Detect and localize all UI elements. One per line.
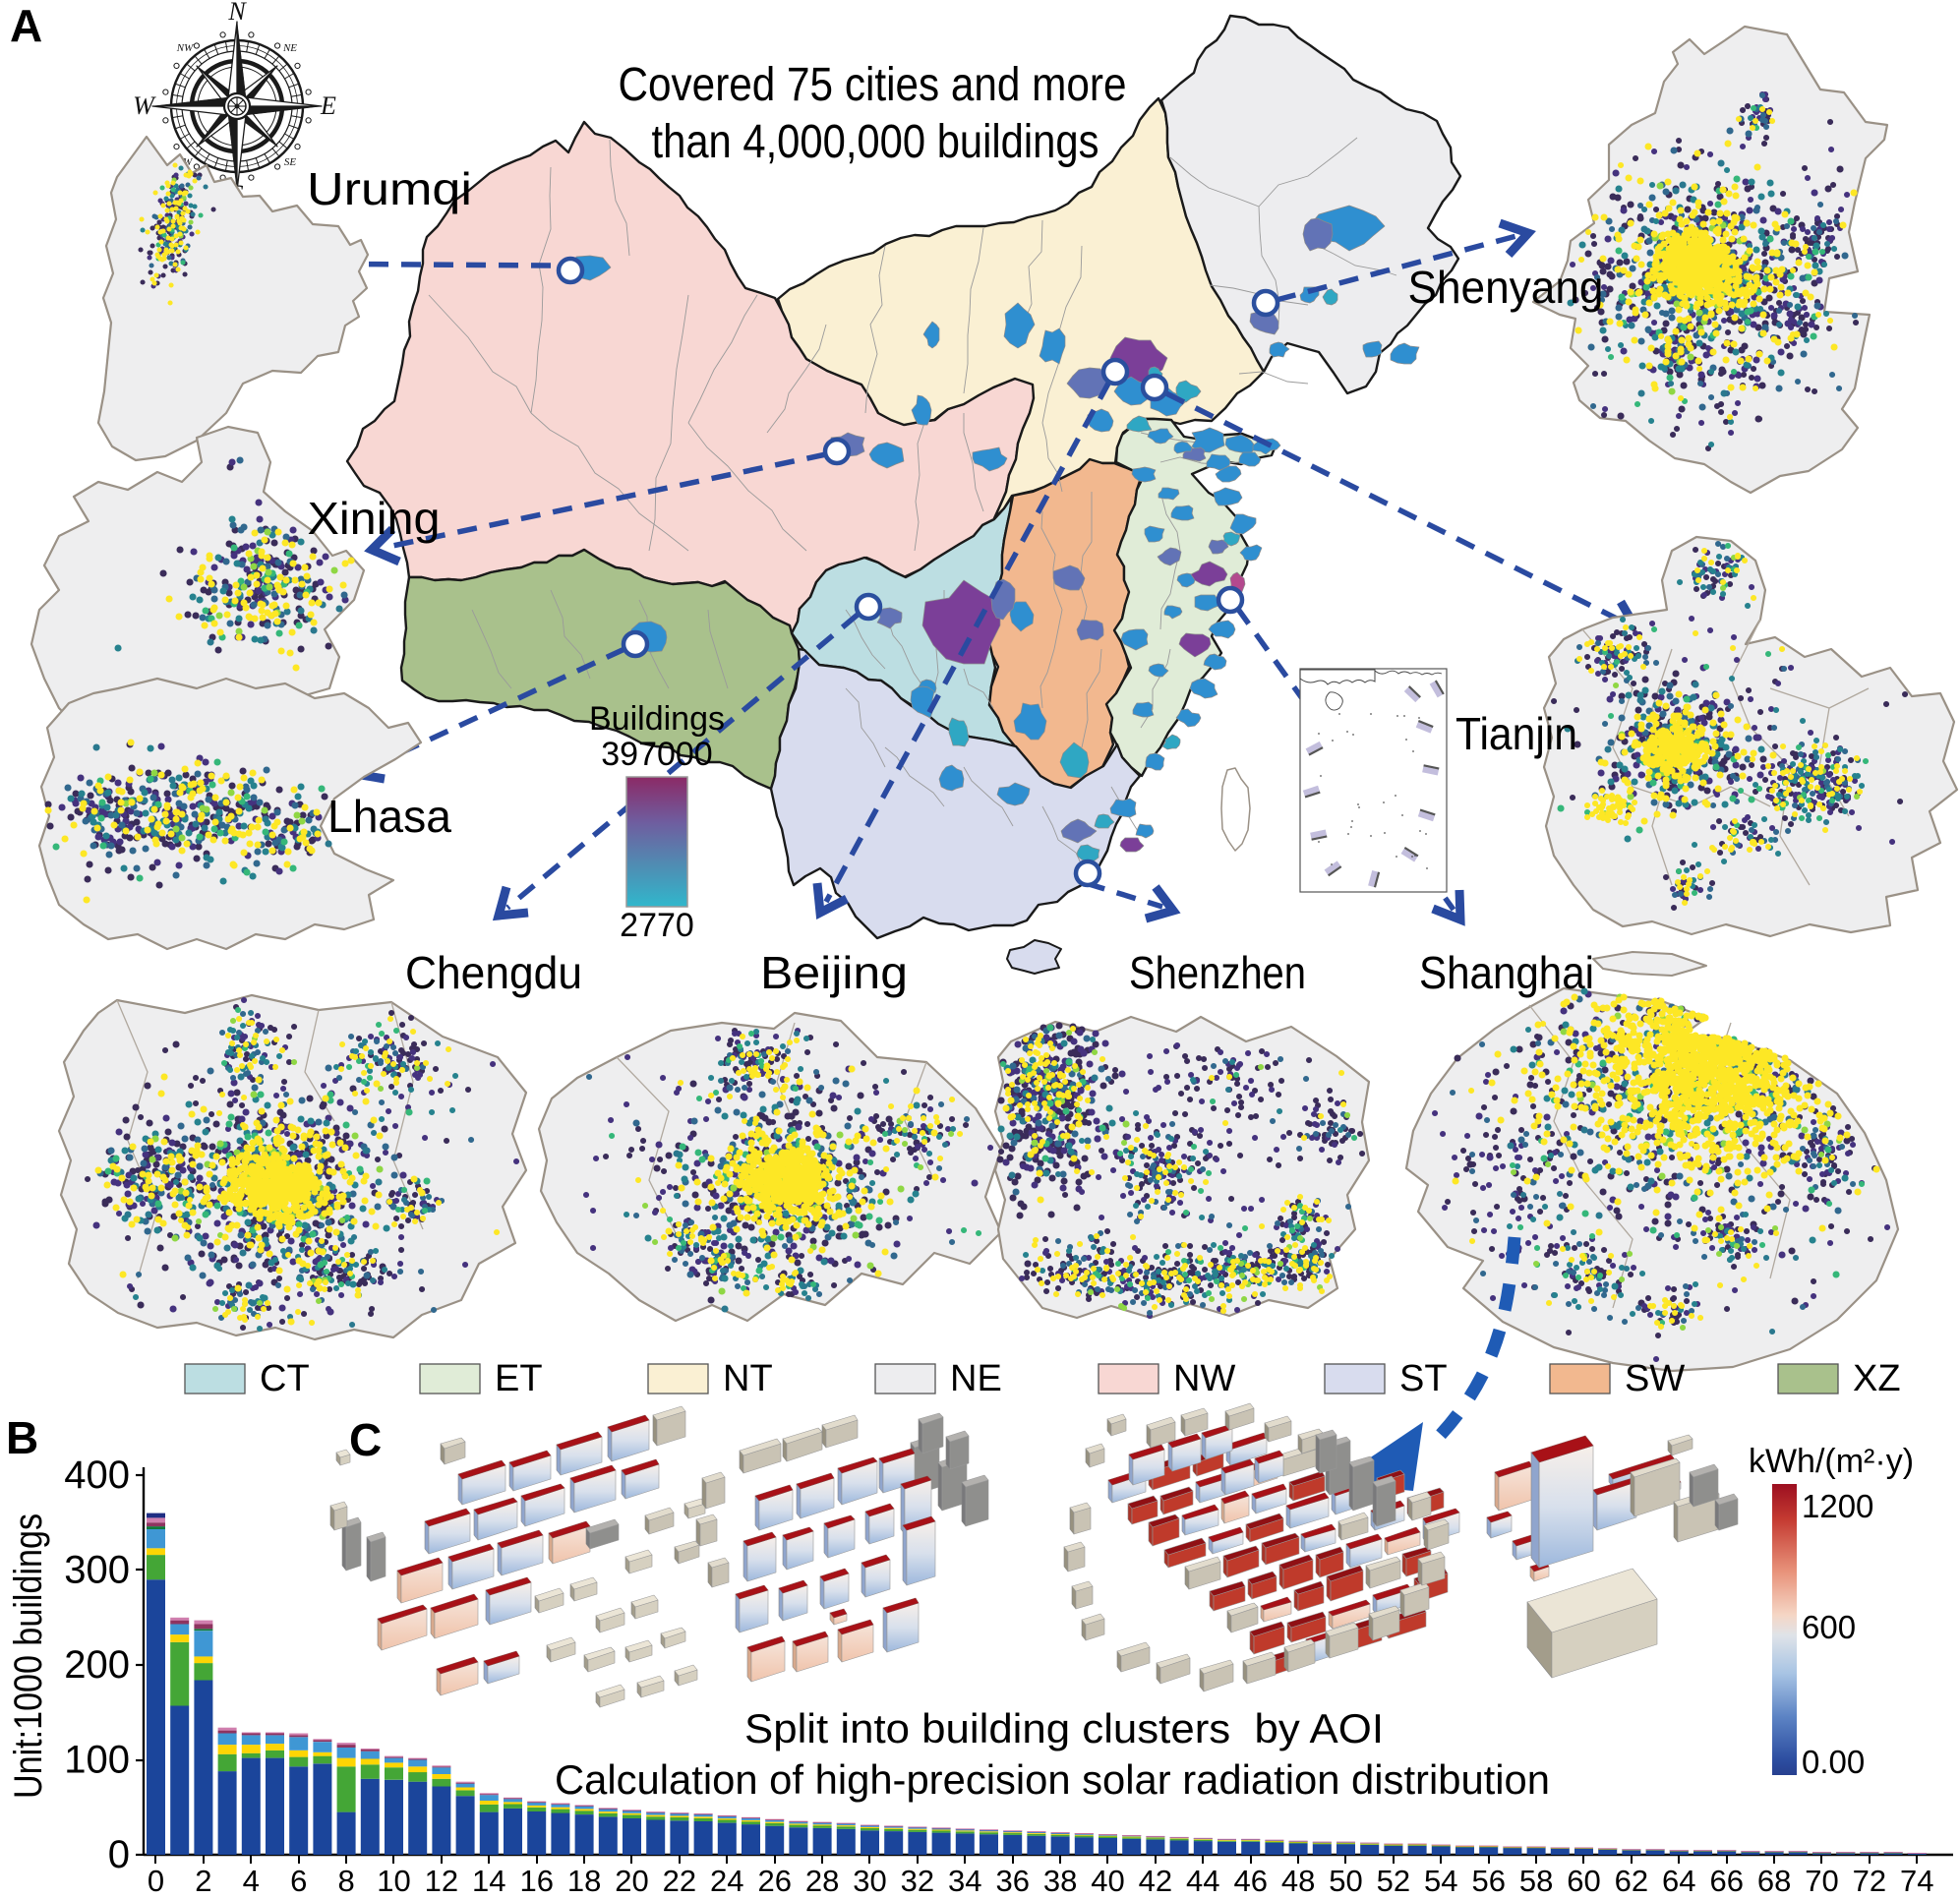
svg-text:40: 40 bbox=[1091, 1864, 1124, 1898]
svg-text:28: 28 bbox=[805, 1864, 839, 1898]
svg-text:54: 54 bbox=[1424, 1864, 1457, 1898]
svg-text:than 4,000,000 buildings: than 4,000,000 buildings bbox=[652, 116, 1099, 168]
svg-text:52: 52 bbox=[1377, 1864, 1410, 1898]
svg-text:8: 8 bbox=[337, 1864, 354, 1898]
svg-text:1200: 1200 bbox=[1802, 1488, 1873, 1524]
svg-text:397000: 397000 bbox=[601, 736, 712, 773]
svg-text:14: 14 bbox=[472, 1864, 505, 1898]
svg-text:Chengdu: Chengdu bbox=[405, 947, 582, 998]
svg-text:Urumqi: Urumqi bbox=[307, 163, 472, 214]
svg-text:Split into building clusters: Split into building clusters by AOI bbox=[744, 1705, 1384, 1751]
svg-text:200: 200 bbox=[64, 1643, 130, 1687]
svg-text:18: 18 bbox=[567, 1864, 601, 1898]
svg-text:XZ: XZ bbox=[1853, 1358, 1901, 1399]
svg-text:36: 36 bbox=[995, 1864, 1029, 1898]
svg-text:N: N bbox=[227, 0, 247, 26]
svg-text:Beijing: Beijing bbox=[760, 947, 908, 998]
svg-text:ET: ET bbox=[495, 1358, 543, 1399]
svg-text:46: 46 bbox=[1233, 1864, 1267, 1898]
svg-text:56: 56 bbox=[1471, 1864, 1505, 1898]
svg-text:32: 32 bbox=[901, 1864, 934, 1898]
svg-text:400: 400 bbox=[64, 1454, 130, 1497]
svg-text:66: 66 bbox=[1709, 1864, 1743, 1898]
svg-text:W: W bbox=[133, 91, 156, 120]
svg-text:68: 68 bbox=[1757, 1864, 1791, 1898]
svg-text:kWh/(m²·y): kWh/(m²·y) bbox=[1749, 1443, 1914, 1480]
svg-text:NE: NE bbox=[950, 1358, 1002, 1399]
svg-text:10: 10 bbox=[377, 1864, 410, 1898]
svg-text:CT: CT bbox=[260, 1358, 310, 1399]
svg-text:Lhasa: Lhasa bbox=[327, 791, 451, 842]
svg-text:44: 44 bbox=[1186, 1864, 1219, 1898]
svg-text:100: 100 bbox=[64, 1739, 130, 1782]
svg-text:74: 74 bbox=[1900, 1864, 1933, 1898]
svg-text:Covered 75 cities and more: Covered 75 cities and more bbox=[619, 59, 1127, 111]
svg-text:Xining: Xining bbox=[308, 493, 441, 544]
svg-text:60: 60 bbox=[1567, 1864, 1600, 1898]
svg-text:2: 2 bbox=[195, 1864, 211, 1898]
svg-text:6: 6 bbox=[290, 1864, 307, 1898]
svg-text:Shanghai: Shanghai bbox=[1419, 947, 1594, 998]
svg-text:NE: NE bbox=[282, 42, 297, 54]
svg-text:ST: ST bbox=[1399, 1358, 1448, 1399]
svg-text:C: C bbox=[349, 1414, 382, 1465]
svg-text:24: 24 bbox=[710, 1864, 743, 1898]
svg-text:26: 26 bbox=[757, 1864, 791, 1898]
svg-text:Unit:1000 buildings: Unit:1000 buildings bbox=[7, 1513, 50, 1799]
svg-text:600: 600 bbox=[1802, 1609, 1856, 1645]
svg-text:Shenzhen: Shenzhen bbox=[1129, 947, 1306, 998]
svg-text:30: 30 bbox=[853, 1864, 886, 1898]
svg-text:E: E bbox=[320, 91, 336, 120]
svg-text:58: 58 bbox=[1519, 1864, 1553, 1898]
svg-text:NW: NW bbox=[1173, 1358, 1235, 1399]
svg-text:62: 62 bbox=[1615, 1864, 1648, 1898]
svg-text:NW: NW bbox=[176, 42, 194, 54]
svg-text:Shenyang: Shenyang bbox=[1408, 262, 1604, 313]
svg-text:72: 72 bbox=[1853, 1864, 1886, 1898]
svg-text:Buildings: Buildings bbox=[589, 700, 725, 738]
svg-text:16: 16 bbox=[519, 1864, 553, 1898]
svg-text:48: 48 bbox=[1281, 1864, 1315, 1898]
svg-text:34: 34 bbox=[948, 1864, 981, 1898]
svg-text:50: 50 bbox=[1329, 1864, 1362, 1898]
svg-text:38: 38 bbox=[1043, 1864, 1077, 1898]
svg-text:0.00: 0.00 bbox=[1802, 1744, 1865, 1780]
svg-text:300: 300 bbox=[64, 1549, 130, 1592]
svg-text:A: A bbox=[10, 0, 42, 51]
svg-text:22: 22 bbox=[663, 1864, 696, 1898]
svg-text:4: 4 bbox=[243, 1864, 260, 1898]
svg-text:2770: 2770 bbox=[620, 907, 694, 944]
svg-text:0: 0 bbox=[108, 1833, 130, 1876]
svg-text:42: 42 bbox=[1139, 1864, 1172, 1898]
svg-text:12: 12 bbox=[425, 1864, 458, 1898]
svg-text:B: B bbox=[6, 1412, 38, 1463]
svg-text:20: 20 bbox=[615, 1864, 648, 1898]
svg-text:SE: SE bbox=[284, 156, 297, 168]
svg-text:SW: SW bbox=[1625, 1358, 1685, 1399]
svg-text:Tianjin: Tianjin bbox=[1455, 708, 1577, 759]
svg-text:0: 0 bbox=[148, 1864, 164, 1898]
svg-text:64: 64 bbox=[1662, 1864, 1695, 1898]
svg-text:NT: NT bbox=[723, 1358, 773, 1399]
svg-text:Calculation of high-precision: Calculation of high-precision solar radi… bbox=[555, 1756, 1550, 1803]
svg-text:70: 70 bbox=[1805, 1864, 1838, 1898]
